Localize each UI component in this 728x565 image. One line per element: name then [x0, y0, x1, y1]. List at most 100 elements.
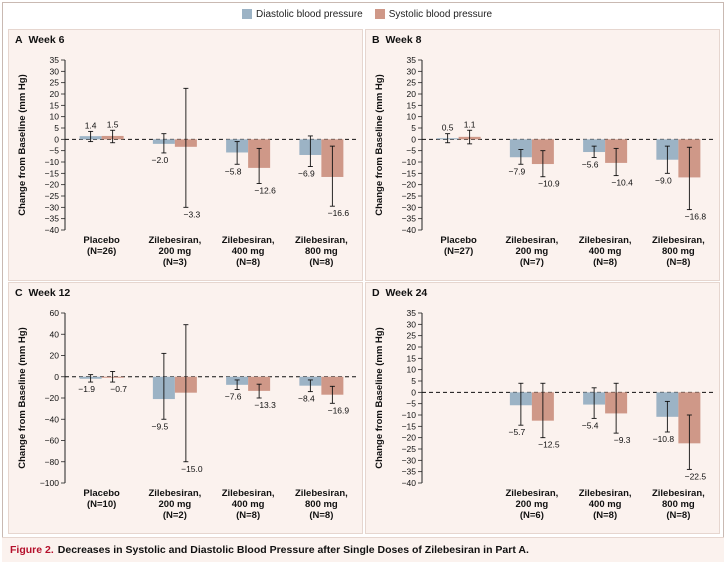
category-label: (N=8) [593, 510, 617, 521]
category-label: (N=26) [87, 246, 116, 257]
y-axis-label: Change from Baseline (mm Hg) [374, 327, 385, 468]
category-label: 200 mg [516, 246, 549, 257]
y-tick-label: 0 [54, 372, 59, 382]
data-label: −6.9 [298, 169, 315, 179]
data-label: −9.0 [655, 175, 672, 185]
y-tick-label: 30 [407, 319, 417, 329]
category-label: 800 mg [662, 499, 695, 510]
category-label: (N=8) [309, 510, 333, 521]
category-label: Zilebesiran, [505, 488, 558, 499]
data-label: −15.0 [181, 464, 203, 474]
y-tick-label: 5 [411, 376, 416, 386]
y-tick-label: 10 [407, 112, 417, 122]
panel-b: B Week 8 Change from Baseline (mm Hg) 35 3… [365, 29, 720, 281]
y-tick-label: 10 [407, 365, 417, 375]
y-tick-label: 0 [411, 387, 416, 397]
legend-label-diastolic: Diastolic blood pressure [256, 8, 363, 20]
category-label: Zilebesiran, [295, 235, 348, 246]
y-axis-label: Change from Baseline (mm Hg) [17, 327, 28, 468]
legend-label-systolic: Systolic blood pressure [388, 8, 493, 20]
y-tick-label: −20 [402, 433, 417, 443]
y-tick-label: 5 [411, 123, 416, 133]
data-label: −7.6 [225, 392, 242, 402]
panel-chart-svg: Change from Baseline (mm Hg) 60 40 20 0 −20 −4… [17, 308, 358, 521]
data-label: 1.5 [107, 119, 119, 129]
y-tick-label: −30 [45, 202, 60, 212]
y-tick-label: −15 [45, 168, 60, 178]
y-tick-label: 5 [54, 123, 59, 133]
data-label: −0.7 [110, 384, 127, 394]
category-label: (N=10) [87, 499, 116, 510]
panel-c: C Week 12 Change from Baseline (mm Hg) 60… [8, 282, 363, 534]
data-label: −7.9 [508, 166, 525, 176]
data-label: −5.8 [225, 166, 242, 176]
category-label: (N=8) [666, 257, 690, 268]
category-label: 200 mg [159, 499, 192, 510]
category-label: Placebo [83, 488, 120, 499]
data-label: 0.5 [442, 123, 454, 133]
category-label: 800 mg [662, 246, 695, 257]
y-tick-label: −10 [45, 157, 60, 167]
y-tick-label: −25 [402, 191, 417, 201]
category-label: Placebo [440, 235, 477, 246]
category-label: (N=8) [309, 257, 333, 268]
y-tick-label: −20 [45, 393, 60, 403]
y-tick-label: −40 [45, 225, 60, 235]
legend-swatch-diastolic [242, 9, 252, 19]
category-label: Zilebesiran, [579, 235, 632, 246]
category-label: 400 mg [589, 499, 622, 510]
y-tick-label: 20 [50, 89, 60, 99]
y-tick-label: 0 [54, 134, 59, 144]
y-axis-label: Change from Baseline (mm Hg) [17, 74, 28, 215]
y-tick-label: 20 [407, 89, 417, 99]
y-tick-label: −40 [45, 414, 60, 424]
y-tick-label: −25 [402, 444, 417, 454]
data-label: −5.6 [582, 159, 599, 169]
y-tick-label: −40 [402, 225, 417, 235]
category-label: (N=8) [666, 510, 690, 521]
panel-a-title: A Week 6 [15, 34, 65, 46]
category-label: Zilebesiran, [579, 488, 632, 499]
y-tick-label: 20 [407, 342, 417, 352]
category-label: (N=27) [444, 246, 473, 257]
data-label: −22.5 [685, 471, 707, 481]
y-tick-label: 35 [407, 308, 417, 318]
category-label: 400 mg [232, 246, 265, 257]
category-label: Zilebesiran, [295, 488, 348, 499]
category-label: Zilebesiran, [222, 488, 275, 499]
legend-item-diastolic: Diastolic blood pressure [242, 9, 363, 20]
y-tick-label: 15 [407, 353, 417, 363]
category-label: Zilebesiran, [505, 235, 558, 246]
y-tick-label: 20 [50, 351, 60, 361]
category-label: (N=2) [163, 510, 187, 521]
data-label: −16.8 [685, 212, 707, 222]
y-tick-label: 25 [50, 78, 60, 88]
y-tick-label: 35 [407, 55, 417, 65]
figure-caption: Figure 2. Decreases in Systolic and Dias… [2, 537, 724, 562]
data-label: −5.7 [508, 427, 525, 437]
category-label: Zilebesiran, [148, 488, 201, 499]
systolic-bar [321, 376, 344, 395]
y-tick-label: −80 [45, 457, 60, 467]
y-tick-label: −20 [45, 180, 60, 190]
category-label: Placebo [83, 235, 120, 246]
y-tick-label: 30 [50, 66, 60, 76]
panel-grid: A Week 6 Change from Baseline (mm Hg) 35 3… [8, 29, 720, 534]
category-label: Zilebesiran, [222, 235, 275, 246]
category-label: 200 mg [159, 246, 192, 257]
panel-d: D Week 24 Change from Baseline (mm Hg) 35… [365, 282, 720, 534]
category-label: 400 mg [589, 246, 622, 257]
diastolic-bar [509, 139, 532, 158]
y-tick-label: −100 [40, 478, 59, 488]
y-tick-label: 60 [50, 308, 60, 318]
panel-a: A Week 6 Change from Baseline (mm Hg) 35 3… [8, 29, 363, 281]
y-tick-label: −5 [406, 399, 416, 409]
data-label: −10.4 [611, 178, 633, 188]
y-tick-label: −15 [402, 421, 417, 431]
legend: Diastolic blood pressure Systolic blood … [242, 6, 504, 22]
data-label: −3.3 [183, 209, 200, 219]
y-tick-label: −5 [406, 146, 416, 156]
